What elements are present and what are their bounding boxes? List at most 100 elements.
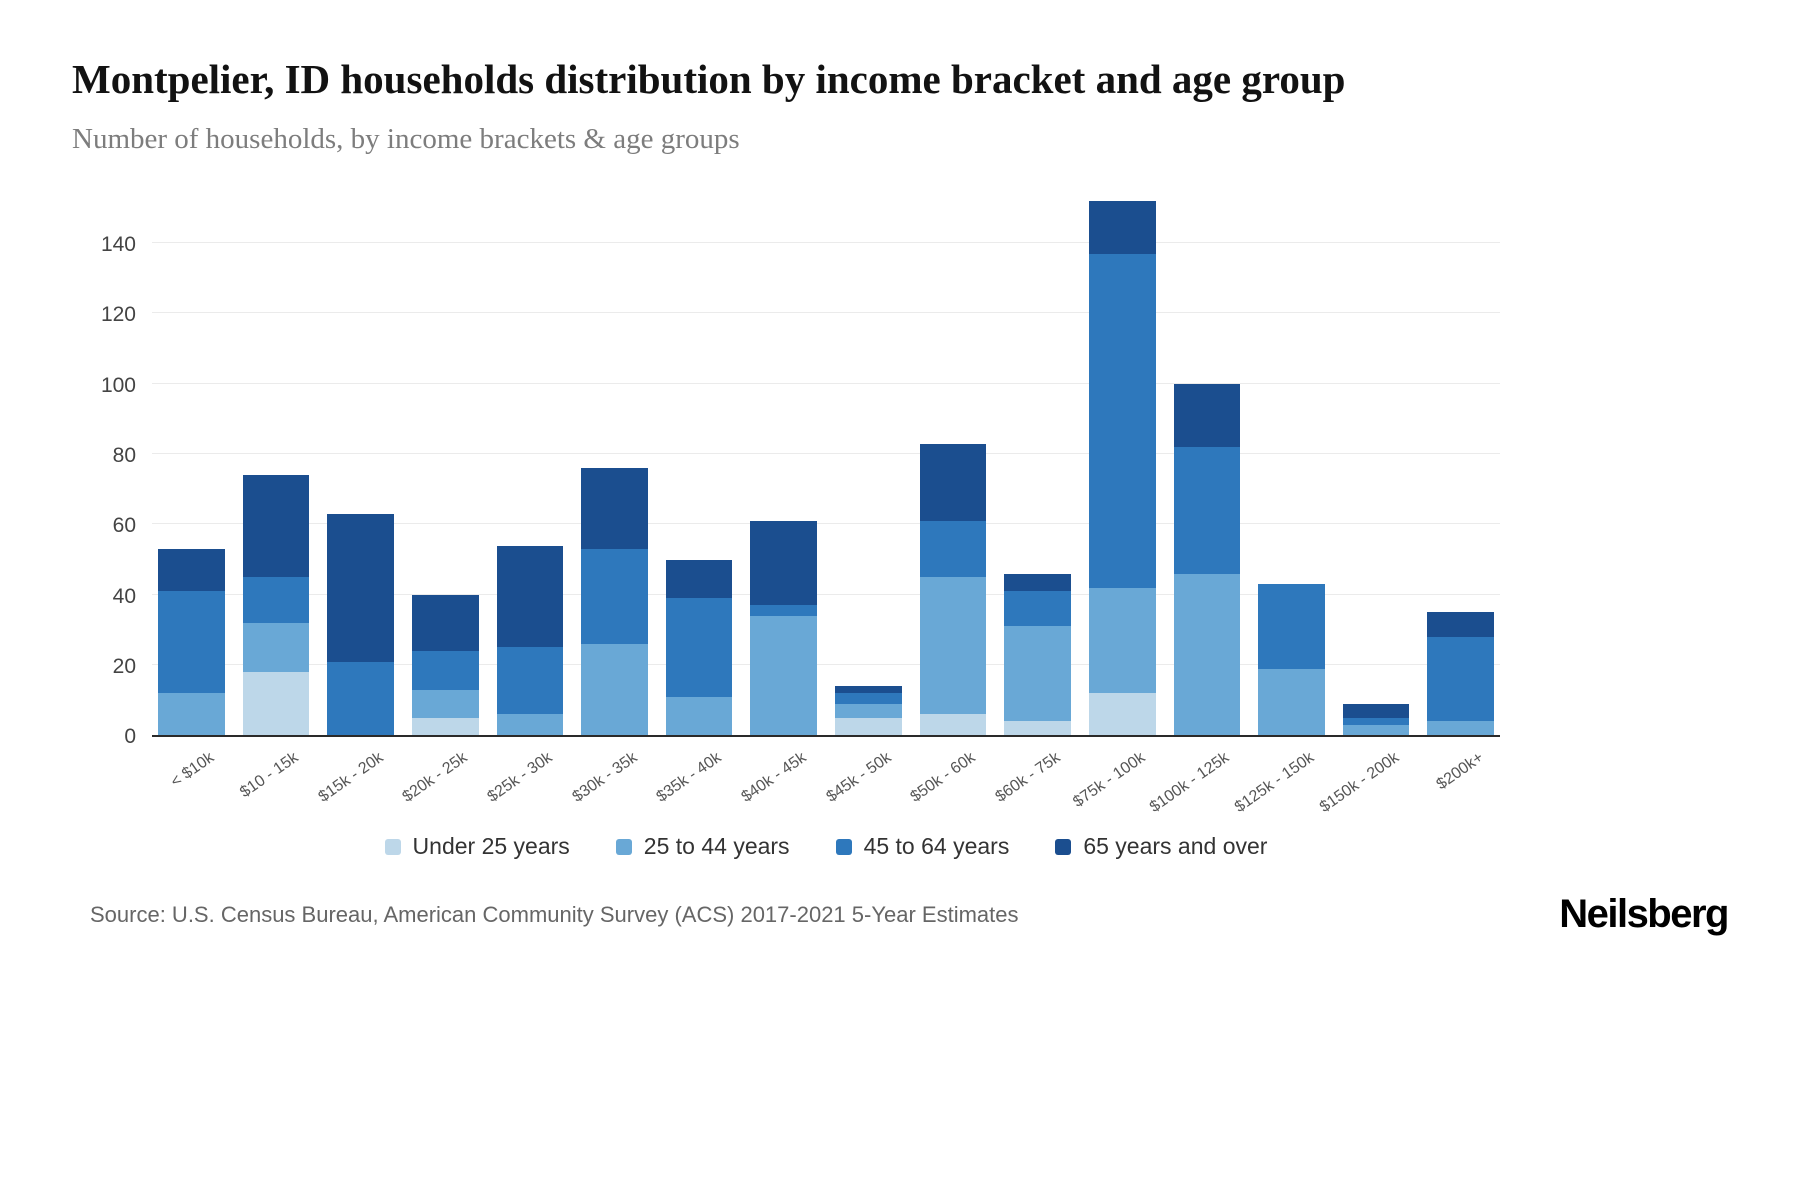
bar-100k-125k[interactable] <box>1173 383 1241 736</box>
neilsberg-logo: Neilsberg <box>1559 892 1729 937</box>
bar-segment[interactable] <box>581 549 648 644</box>
bar-45k-50k[interactable] <box>835 686 902 736</box>
bar-segment[interactable] <box>1004 591 1071 627</box>
bar-segment[interactable] <box>919 714 987 736</box>
y-axis-tick-label: 120 <box>100 303 136 327</box>
bar-segment[interactable] <box>242 475 310 578</box>
bar-150k-200k[interactable] <box>1342 703 1410 736</box>
bar-40k-45k[interactable] <box>750 520 817 736</box>
bar-segment[interactable] <box>327 661 394 736</box>
bar-segment[interactable] <box>665 598 733 697</box>
bar-segment[interactable] <box>1173 383 1241 448</box>
bar-segment[interactable] <box>919 443 987 521</box>
legend-item[interactable]: 25 to 44 years <box>615 833 790 860</box>
bar-segment[interactable] <box>835 703 902 718</box>
x-axis-tick: $20k - 25k <box>400 737 479 829</box>
x-axis-label: $200k+ <box>1433 749 1487 794</box>
bar-segment[interactable] <box>750 615 817 736</box>
bar-segment[interactable] <box>242 622 310 673</box>
bar-segment[interactable] <box>411 650 479 690</box>
bar-segment[interactable] <box>665 559 733 599</box>
bar-segment[interactable] <box>1342 703 1410 718</box>
bar-segment[interactable] <box>1427 636 1494 722</box>
bar-segment[interactable] <box>1088 693 1156 736</box>
bar-20k-25k[interactable] <box>411 594 479 736</box>
legend-item[interactable]: Under 25 years <box>384 833 570 860</box>
legend: Under 25 years 25 to 44 years 45 to 64 yea… <box>152 833 1500 860</box>
x-axis-tick: $30k - 35k <box>569 737 648 829</box>
bar-segment[interactable] <box>1173 447 1241 574</box>
bar-segment[interactable] <box>1173 573 1241 736</box>
x-axis-tick: $45k - 50k <box>823 737 902 829</box>
bar-segment[interactable] <box>411 689 479 718</box>
bar-segment[interactable] <box>411 594 479 651</box>
bar-segment[interactable] <box>327 513 394 662</box>
bar-30k-35k[interactable] <box>581 468 648 736</box>
x-axis-label: $45k - 50k <box>823 749 895 807</box>
x-axis-tick: $50k - 60k <box>908 737 987 829</box>
bar-segment[interactable] <box>665 696 733 736</box>
bar-segment[interactable] <box>411 717 479 736</box>
bar-35k-40k[interactable] <box>665 559 733 736</box>
bar-segment[interactable] <box>1342 724 1410 736</box>
bar-segment[interactable] <box>496 545 564 648</box>
bar-segment[interactable] <box>1088 200 1156 254</box>
legend-swatch <box>615 838 632 855</box>
bar-segment[interactable] <box>835 693 902 704</box>
gridline <box>152 242 1500 244</box>
x-axis-tick: $60k - 75k <box>992 737 1071 829</box>
bar-15k-20k[interactable] <box>327 513 394 736</box>
gridline <box>152 664 1500 666</box>
bar-segment[interactable] <box>581 468 648 550</box>
x-axis-label: $60k - 75k <box>992 749 1064 807</box>
bar-segment[interactable] <box>835 686 902 694</box>
bar-10-15k[interactable] <box>242 475 310 736</box>
legend-swatch <box>835 838 852 855</box>
bar-segment[interactable] <box>1088 587 1156 694</box>
bar-segment[interactable] <box>496 647 564 715</box>
legend-label: 65 years and over <box>1083 833 1268 860</box>
bar-segment[interactable] <box>1004 721 1071 736</box>
bar-segment[interactable] <box>835 717 902 736</box>
bar-segment[interactable] <box>1004 626 1071 722</box>
x-axis-tick: $200k+ <box>1427 737 1494 829</box>
bar-segment[interactable] <box>1427 612 1494 637</box>
x-axis-label: $40k - 45k <box>738 749 810 807</box>
x-axis-tick: $75k - 100k <box>1070 737 1156 829</box>
bar-segment[interactable] <box>496 714 564 736</box>
bar-segment[interactable] <box>1258 584 1325 669</box>
bar-segment[interactable] <box>750 605 817 616</box>
y-axis: 0 20 40 60 80 100 120 140 <box>72 192 152 748</box>
bar-50k-60k[interactable] <box>919 443 987 736</box>
x-axis-label: $150k - 200k <box>1316 749 1402 817</box>
bar-segment[interactable] <box>750 520 817 606</box>
bar-segment[interactable] <box>1342 717 1410 725</box>
bar-segment[interactable] <box>919 520 987 578</box>
legend-label: 25 to 44 years <box>643 833 790 860</box>
bar-125k-150k[interactable] <box>1258 584 1325 736</box>
bar-200k[interactable] <box>1427 612 1494 736</box>
bar-segment[interactable] <box>242 577 310 623</box>
bar-60k-75k[interactable] <box>1004 573 1071 736</box>
bar-75k-100k[interactable] <box>1088 200 1156 736</box>
bar-segment[interactable] <box>919 577 987 715</box>
legend-item[interactable]: 65 years and over <box>1055 833 1267 860</box>
chart-title: Montpelier, ID households distribution b… <box>72 56 1346 102</box>
bar-segment[interactable] <box>242 672 310 736</box>
legend-item[interactable]: 45 to 64 years <box>835 833 1009 860</box>
bar-25k-30k[interactable] <box>496 545 564 736</box>
y-axis-tick-label: 40 <box>112 584 136 608</box>
bar-10k[interactable] <box>158 549 225 736</box>
x-axis-tick: $150k - 200k <box>1316 737 1410 829</box>
bar-segment[interactable] <box>158 549 225 592</box>
bar-segment[interactable] <box>1088 253 1156 588</box>
bar-segment[interactable] <box>158 591 225 694</box>
bar-segment[interactable] <box>158 693 225 736</box>
bar-segment[interactable] <box>1427 721 1494 736</box>
bar-segment[interactable] <box>1004 573 1071 592</box>
bar-segment[interactable] <box>581 643 648 736</box>
bar-segment[interactable] <box>1258 668 1325 736</box>
x-axis-label: $75k - 100k <box>1069 749 1148 812</box>
y-axis-tick-label: 140 <box>100 233 136 257</box>
x-axis-label: $10 - 15k <box>237 749 302 802</box>
